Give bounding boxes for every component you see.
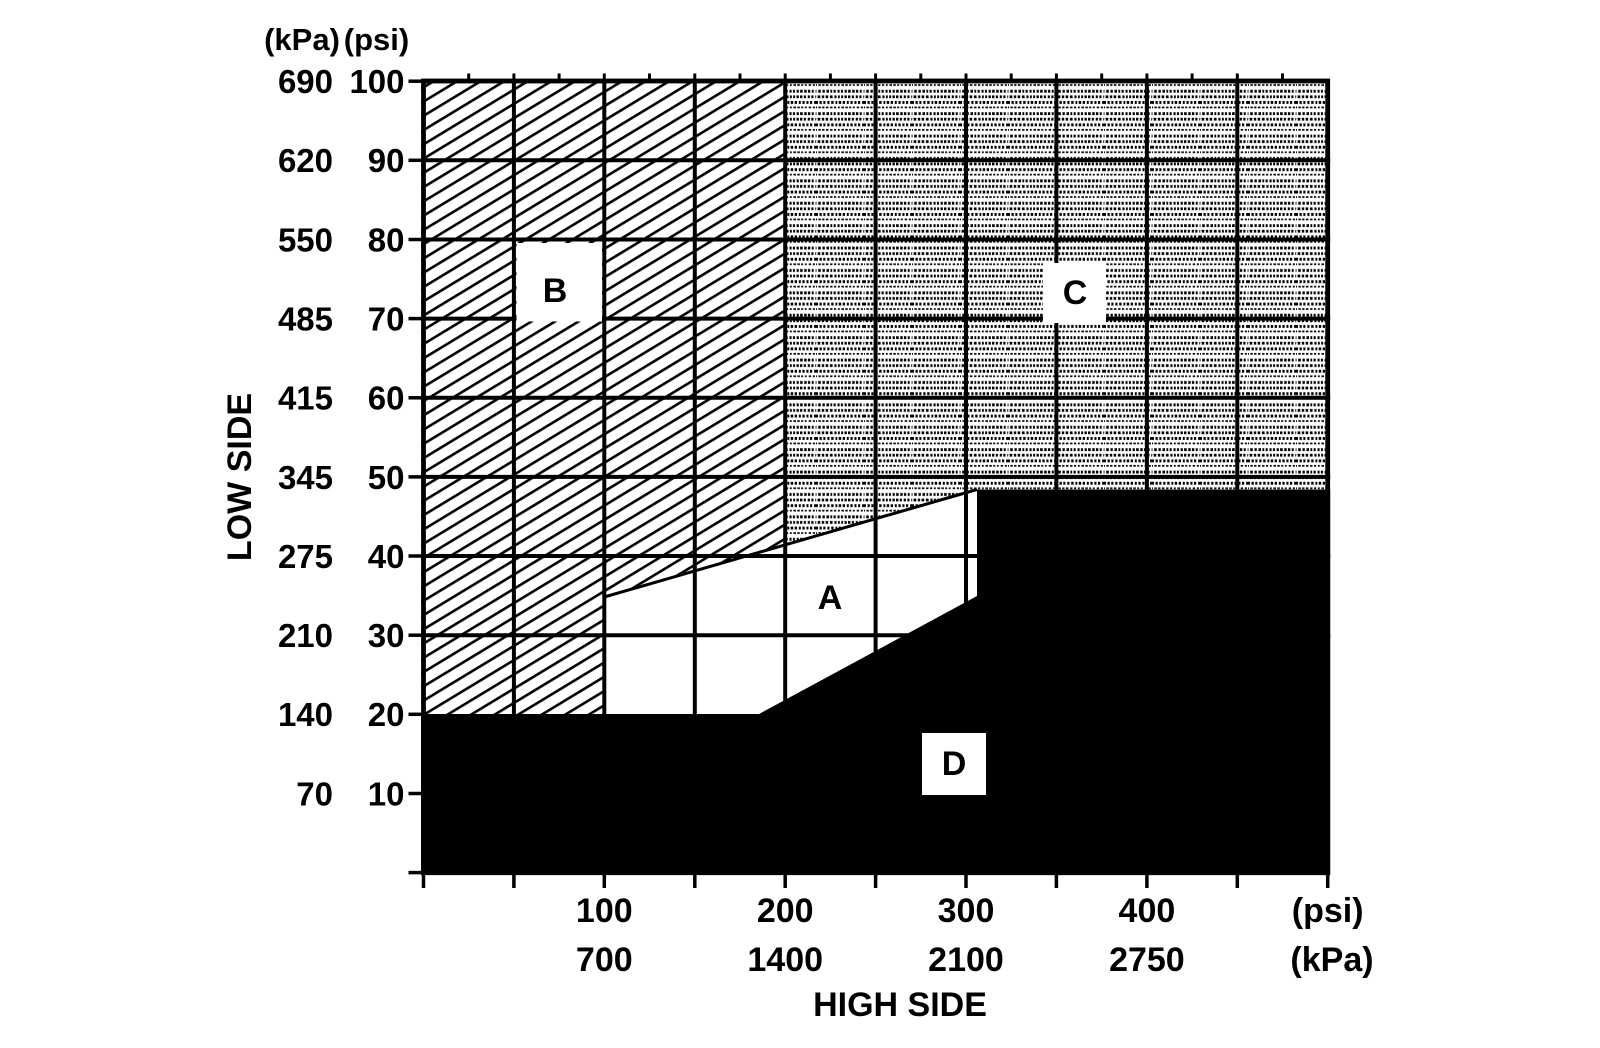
svg-text:200: 200 <box>757 892 814 930</box>
svg-text:485: 485 <box>278 301 333 338</box>
svg-text:210: 210 <box>278 617 333 654</box>
svg-text:20: 20 <box>368 696 405 733</box>
svg-text:10: 10 <box>368 775 405 812</box>
svg-text:345: 345 <box>278 459 333 496</box>
svg-text:300: 300 <box>938 892 995 930</box>
svg-text:100: 100 <box>576 892 633 930</box>
svg-text:2750: 2750 <box>1109 941 1185 979</box>
svg-text:70: 70 <box>296 775 333 812</box>
svg-text:(kPa): (kPa) <box>264 22 340 57</box>
svg-text:80: 80 <box>368 221 405 258</box>
svg-text:100: 100 <box>349 63 404 100</box>
svg-text:700: 700 <box>576 941 633 979</box>
svg-text:40: 40 <box>368 538 405 575</box>
svg-text:(psi): (psi) <box>344 22 409 57</box>
svg-text:1400: 1400 <box>747 941 823 979</box>
svg-text:90: 90 <box>368 142 405 179</box>
svg-text:275: 275 <box>278 538 333 575</box>
svg-text:A: A <box>818 579 843 617</box>
svg-text:LOW SIDE: LOW SIDE <box>221 393 259 561</box>
svg-text:400: 400 <box>1119 892 1176 930</box>
svg-text:2100: 2100 <box>928 941 1004 979</box>
svg-text:60: 60 <box>368 380 405 417</box>
svg-text:HIGH SIDE: HIGH SIDE <box>813 986 987 1024</box>
svg-text:(psi): (psi) <box>1292 892 1364 930</box>
svg-text:30: 30 <box>368 617 405 654</box>
svg-text:140: 140 <box>278 696 333 733</box>
svg-text:550: 550 <box>278 221 333 258</box>
svg-text:50: 50 <box>368 459 405 496</box>
svg-text:D: D <box>942 745 967 783</box>
svg-text:690: 690 <box>278 63 333 100</box>
svg-text:B: B <box>543 272 568 310</box>
svg-text:70: 70 <box>368 301 405 338</box>
svg-text:(kPa): (kPa) <box>1290 941 1373 979</box>
svg-text:620: 620 <box>278 142 333 179</box>
svg-text:C: C <box>1063 274 1088 312</box>
svg-text:415: 415 <box>278 380 333 417</box>
